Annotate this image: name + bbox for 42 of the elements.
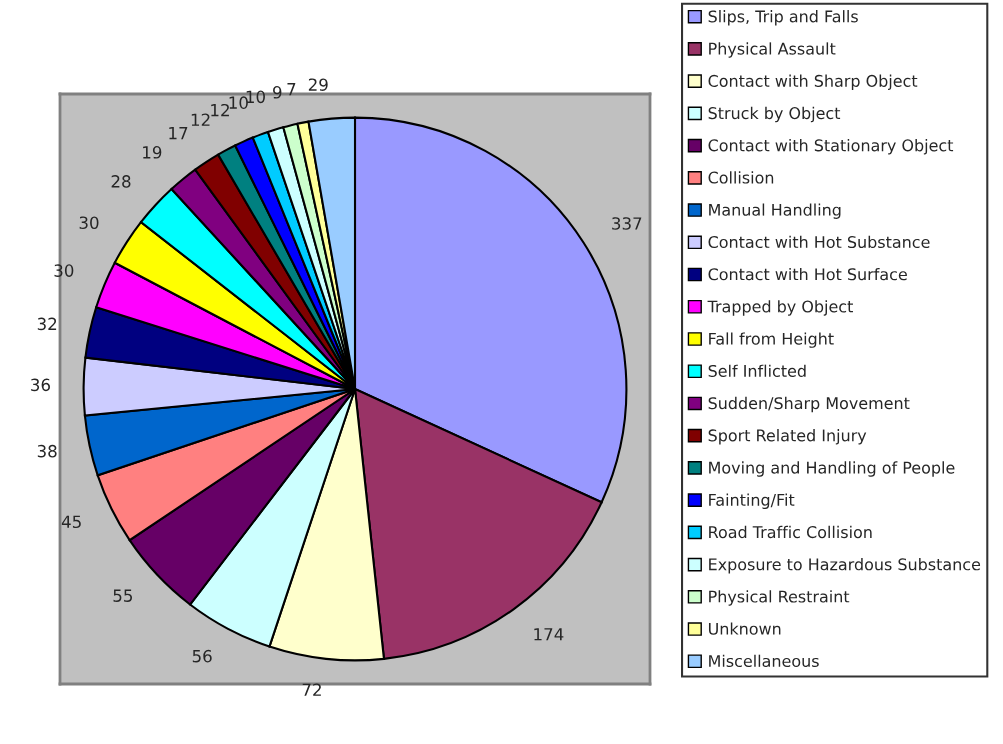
legend-label: Fall from Height — [709, 332, 834, 348]
legend-label: Manual Handling — [709, 203, 841, 219]
legend-label: Exposure to Hazardous Substance — [709, 558, 981, 574]
data-label: 45 — [61, 515, 81, 529]
legend-label: Self Inflicted — [708, 364, 806, 377]
data-label: 12 — [211, 103, 229, 117]
data-label: 10 — [246, 90, 265, 104]
data-label: 9 — [273, 86, 282, 99]
data-label: 17 — [169, 127, 188, 140]
data-label: 12 — [191, 113, 210, 126]
legend-label: Sudden/Sharp Movement — [708, 396, 910, 413]
legend-label: Moving and Handling of People — [709, 461, 955, 477]
data-label: 7 — [287, 83, 296, 96]
data-label: 32 — [37, 317, 57, 331]
data-label: 337 — [612, 217, 642, 230]
legend-label: Collision — [708, 171, 774, 184]
data-label: 55 — [113, 589, 133, 602]
data-label: 56 — [192, 649, 212, 663]
data-label: 19 — [143, 146, 162, 159]
legend-label: Contact with Hot Surface — [708, 267, 907, 281]
data-label: 36 — [31, 378, 50, 392]
data-label: 38 — [37, 444, 57, 458]
legend-label: Miscellaneous — [709, 654, 819, 668]
legend-label: Physical Assault — [709, 42, 836, 58]
legend-label: Contact with Stationary Object — [708, 139, 954, 155]
legend-label: Fainting/Fit — [709, 493, 795, 509]
legend-label: Struck by Object — [708, 106, 841, 123]
legend-label: Physical Restraint — [709, 590, 850, 606]
legend-label: Contact with Sharp Object — [708, 74, 918, 91]
legend-label: Slips, Trip and Falls — [708, 10, 858, 26]
data-label: 30 — [79, 216, 99, 230]
legend-label: Trapped by Object — [707, 300, 853, 316]
legend-label: Unknown — [708, 622, 781, 635]
legend-label: Road Traffic Collision — [709, 525, 872, 539]
data-label: 28 — [111, 175, 131, 188]
legend-label: Contact with Hot Substance — [708, 235, 930, 249]
data-label: 174 — [534, 628, 564, 641]
data-label: 30 — [54, 264, 74, 277]
data-label: 10 — [229, 96, 248, 109]
legend-label: Sport Related Injury — [708, 429, 867, 445]
data-label: 29 — [308, 78, 328, 91]
data-label: 72 — [302, 683, 321, 696]
